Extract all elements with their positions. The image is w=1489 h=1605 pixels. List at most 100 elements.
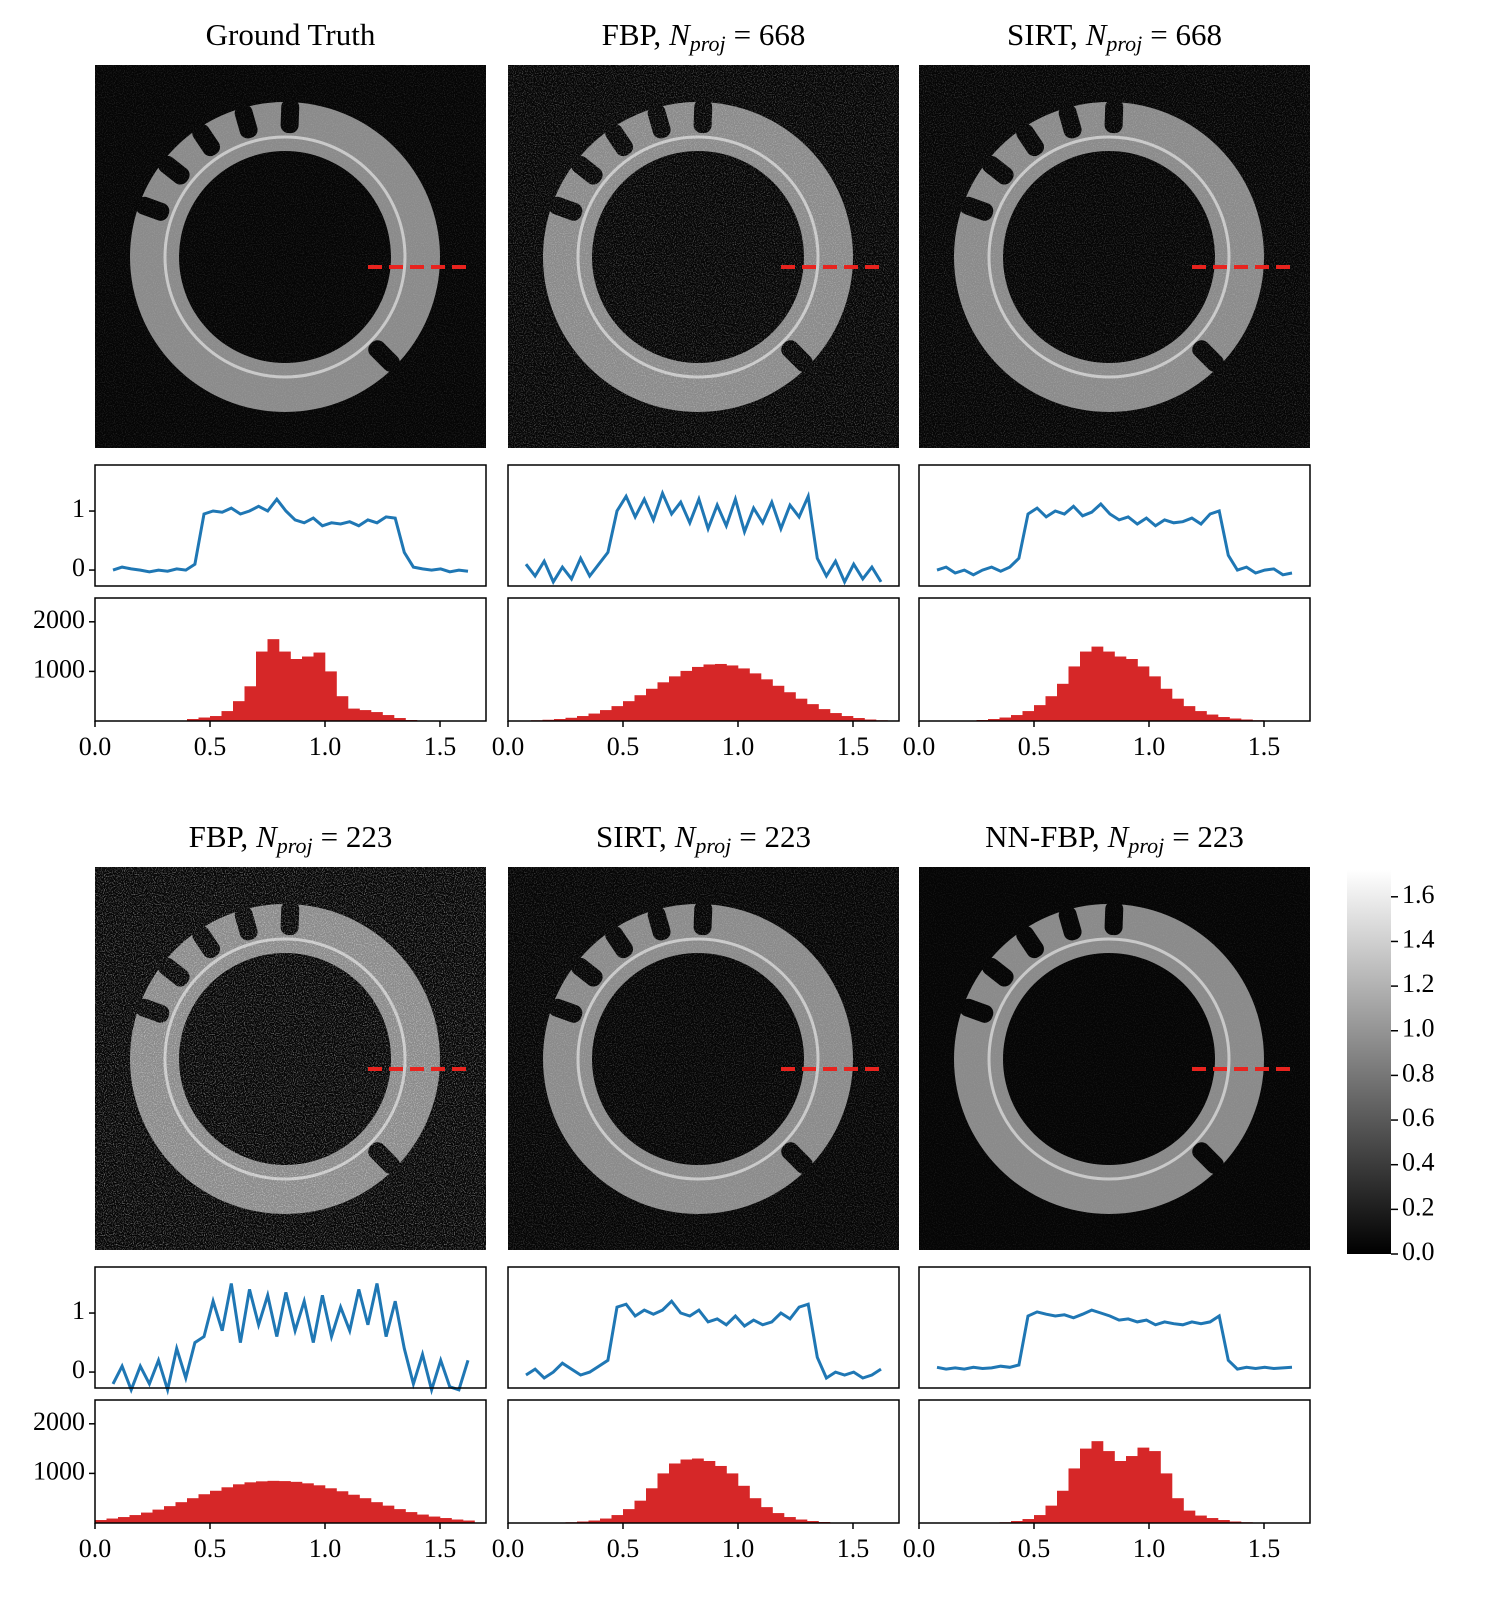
histogram-bar <box>795 698 808 721</box>
image-noise <box>95 65 486 448</box>
histogram-bar <box>95 1520 107 1523</box>
histogram-bar <box>807 1521 819 1523</box>
histogram-bar <box>1114 656 1127 721</box>
title-part: proj <box>693 833 731 858</box>
histogram-bar <box>726 665 739 721</box>
histogram-bar <box>106 1518 119 1523</box>
x-tick-label: 0.0 <box>492 1534 525 1563</box>
histogram-bar <box>1183 706 1196 721</box>
y-tick-label: 1000 <box>33 654 85 683</box>
histogram-bar <box>1172 698 1184 721</box>
x-tick-label: 1.5 <box>837 732 870 761</box>
image-noise <box>919 867 1310 1250</box>
histogram-bar <box>244 1482 257 1523</box>
title-part: proj <box>275 833 313 858</box>
x-tick-label: 0.5 <box>607 1534 640 1563</box>
axes-frame <box>94 1399 487 1524</box>
y-tick-label: 0 <box>72 1355 85 1384</box>
panel-title: Ground Truth <box>206 17 376 52</box>
histogram-bar <box>1057 683 1069 721</box>
x-tick-label: 1.5 <box>424 1534 457 1563</box>
title-part: FBP, <box>189 819 248 854</box>
x-tick-label: 1.0 <box>1133 1534 1166 1563</box>
title-part: N <box>1107 819 1131 854</box>
histogram-bar <box>623 701 635 721</box>
histogram-bar <box>233 1484 245 1523</box>
x-tick-label: 0.5 <box>1018 732 1051 761</box>
y-tick-label: 1.4 <box>1402 924 1435 953</box>
histogram-bar <box>680 1459 693 1523</box>
histogram-bar <box>290 1481 303 1523</box>
histogram-bar <box>118 1517 130 1523</box>
histogram-bar <box>577 716 589 721</box>
colorbar <box>1347 870 1391 1254</box>
histogram-bar <box>417 1514 429 1523</box>
histogram-bar <box>726 1473 739 1523</box>
title-part: proj <box>1104 31 1142 56</box>
histogram-bar <box>1103 1451 1115 1523</box>
x-tick-label: 0.5 <box>194 732 227 761</box>
histogram-bar <box>440 1518 452 1523</box>
x-tick-label: 1.0 <box>309 732 342 761</box>
reconstruction-image <box>919 867 1310 1250</box>
histogram-bar <box>348 1494 360 1523</box>
histogram-bar <box>198 1494 211 1523</box>
title-part: = 668 <box>1150 17 1222 52</box>
axes-frame <box>507 464 900 587</box>
histogram-bar <box>749 1498 762 1523</box>
histogram-bar <box>784 1517 796 1523</box>
reconstruction-image <box>95 867 486 1250</box>
histogram-bar <box>1091 646 1104 721</box>
histogram-bar <box>244 686 257 721</box>
histogram-bar <box>588 1520 601 1523</box>
histogram-bar <box>680 670 693 721</box>
x-tick-label: 1.5 <box>424 732 457 761</box>
histogram-bar <box>1229 718 1242 721</box>
histogram-bar <box>1183 1510 1196 1523</box>
histogram-bar <box>1206 714 1219 721</box>
histogram-bar <box>1022 1519 1035 1523</box>
x-tick-label: 0.5 <box>1018 1534 1051 1563</box>
histogram-bar <box>988 719 1000 721</box>
profile-line <box>525 1298 882 1381</box>
histogram-bar <box>657 682 670 721</box>
x-tick-label: 0.0 <box>79 1534 112 1563</box>
histogram-bar <box>267 1480 280 1523</box>
histogram-bar <box>313 1485 326 1523</box>
axes-frame <box>918 1266 1311 1389</box>
y-tick-label: 2000 <box>33 605 85 634</box>
panel-title: FBP, Nproj = 668 <box>602 17 806 56</box>
histogram-bar <box>611 1515 624 1523</box>
x-tick-label: 1.0 <box>1133 732 1166 761</box>
image-noise <box>95 867 486 1250</box>
histogram-bar <box>841 716 854 721</box>
histogram-bar <box>279 651 291 721</box>
histogram-bar <box>1126 659 1138 721</box>
x-tick-label: 0.5 <box>607 732 640 761</box>
histogram-bar <box>1195 711 1207 721</box>
reconstruction-image <box>508 65 899 448</box>
histogram-bar <box>1011 715 1023 721</box>
histogram-bar <box>210 1490 222 1523</box>
reconstruction-image <box>919 65 1310 448</box>
histogram-bar <box>325 671 337 721</box>
histogram-bar <box>1091 1441 1104 1523</box>
axes-frame <box>94 597 487 722</box>
title-part: N <box>674 819 698 854</box>
title-part: proj <box>688 31 726 56</box>
y-tick-label: 0 <box>72 553 85 582</box>
histogram-bar <box>784 692 796 721</box>
histogram-bar <box>428 1516 441 1523</box>
histogram-bar <box>715 663 727 721</box>
histogram-bar <box>1080 1448 1092 1523</box>
profile-line <box>112 496 469 574</box>
histogram-bar <box>336 1491 349 1523</box>
histogram-bar <box>187 1498 199 1523</box>
histogram-bar <box>359 1498 372 1523</box>
histogram-bar <box>1160 688 1173 721</box>
panel-title: SIRT, Nproj = 223 <box>596 819 811 858</box>
histogram-bar <box>669 676 681 721</box>
x-tick-label: 0.0 <box>903 1534 936 1563</box>
y-tick-label: 1.0 <box>1402 1014 1435 1043</box>
